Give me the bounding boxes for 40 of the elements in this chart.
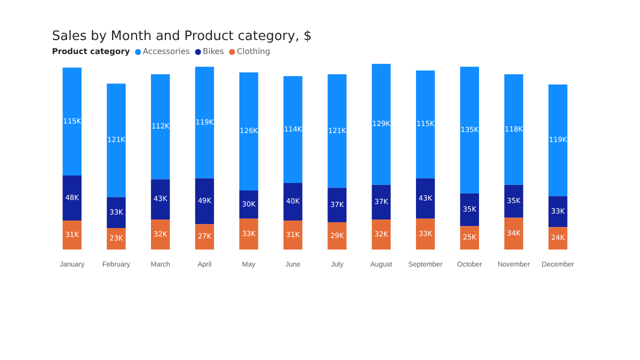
bar	[328, 74, 347, 188]
bar	[548, 227, 568, 250]
bar	[416, 178, 435, 219]
bar	[460, 193, 480, 226]
bar	[372, 220, 391, 250]
bar	[460, 66, 480, 194]
bar	[328, 188, 347, 222]
bar	[504, 218, 524, 250]
bar	[195, 66, 214, 178]
bar	[416, 218, 435, 250]
legend-label: Clothing	[236, 47, 270, 56]
legend-label: Bikes	[202, 47, 224, 56]
bar	[150, 74, 170, 180]
bar	[195, 178, 214, 224]
bar	[504, 74, 524, 185]
bar	[106, 84, 126, 198]
bar	[62, 176, 82, 221]
bar	[239, 72, 258, 191]
bar	[150, 220, 170, 250]
bar	[283, 183, 302, 221]
bar	[62, 68, 82, 176]
bar	[416, 70, 435, 178]
bar	[460, 226, 480, 250]
bar	[106, 197, 126, 228]
bar	[548, 196, 568, 228]
bar	[548, 84, 568, 196]
chart-title: Sales by Month and Product category, $	[52, 29, 312, 44]
legend-label: Accessories	[142, 47, 190, 56]
bar	[372, 184, 391, 220]
bar	[195, 224, 214, 250]
bar	[239, 218, 258, 250]
bar	[372, 64, 391, 185]
bar	[283, 220, 302, 250]
bar	[150, 179, 170, 220]
legend-title: Product category	[52, 47, 130, 56]
bar	[62, 220, 82, 250]
bar	[504, 184, 524, 218]
bar	[328, 222, 347, 250]
bar	[239, 190, 258, 219]
bar	[283, 76, 302, 183]
